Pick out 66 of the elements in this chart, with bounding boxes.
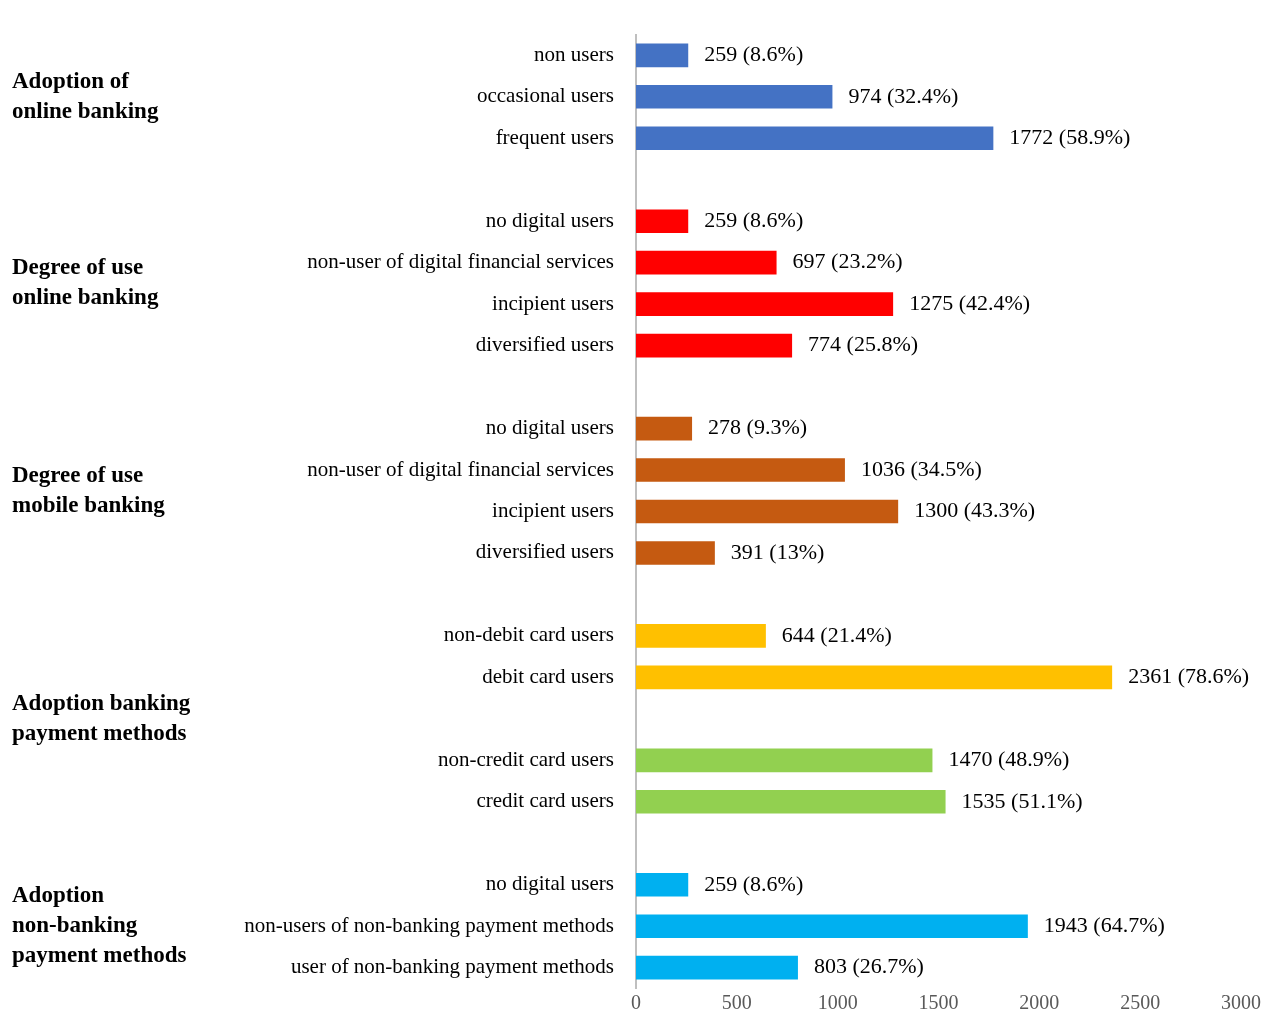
y-tick-label: occasional users (476, 83, 614, 108)
bar (636, 748, 933, 773)
data-label: 1943 (64.7%) (1043, 911, 1165, 937)
bar (636, 126, 994, 151)
bar (636, 914, 1028, 939)
bar (636, 292, 894, 316)
y-tick-label: non users (534, 41, 614, 66)
x-tick-label: 3000 (1221, 990, 1261, 1013)
data-label: 1535 (51.1%) (961, 787, 1083, 813)
data-label: 1470 (48.9%) (948, 746, 1070, 772)
data-label: 774 (25.8%) (808, 331, 919, 357)
y-tick-label: no digital users (485, 207, 614, 232)
y-tick-label: incipient users (492, 290, 614, 315)
bar (636, 541, 715, 565)
data-label: 1036 (34.5%) (860, 455, 982, 481)
bar (636, 789, 946, 814)
y-tick-label: diversified users (475, 539, 614, 564)
data-label: 1300 (43.3%) (914, 497, 1036, 523)
bar (636, 499, 899, 524)
x-tick-label: 0 (631, 990, 641, 1013)
y-tick-label: user of non-banking payment methods (290, 954, 614, 979)
data-label: 259 (8.6%) (704, 41, 804, 67)
y-tick-label: no digital users (485, 871, 614, 896)
bar (636, 624, 766, 648)
y-tick-label: credit card users (476, 788, 614, 813)
bar (636, 665, 1113, 690)
x-tick-label: 1000 (817, 990, 858, 1013)
bar (636, 416, 693, 441)
bar (636, 458, 845, 482)
y-tick-label: non-credit card users (437, 746, 614, 771)
text: Degree of use mobile banking (12, 461, 166, 517)
y-tick-label: non-user of digital financial services (307, 249, 614, 274)
bar (636, 333, 793, 358)
y-tick-label: no digital users (485, 415, 614, 440)
data-label: 644 (21.4%) (781, 621, 892, 647)
bar (636, 872, 689, 897)
x-tick-label: 2000 (1019, 990, 1060, 1013)
y-tick-label: diversified users (475, 332, 614, 357)
y-tick-label: debit card users (482, 663, 614, 688)
data-label: 391 (13%) (730, 538, 825, 564)
data-label: 1275 (42.4%) (909, 289, 1031, 315)
data-label: 259 (8.6%) (704, 870, 804, 896)
data-label: 259 (8.6%) (704, 206, 804, 232)
data-label: 974 (32.4%) (848, 82, 959, 108)
bar (636, 43, 689, 68)
bar (636, 209, 689, 234)
y-tick-label: frequent users (495, 124, 614, 149)
data-label: 2361 (78.6%) (1128, 663, 1250, 689)
text: Adoption of online banking (12, 67, 159, 123)
x-tick-label: 500 (721, 990, 752, 1013)
bar (636, 250, 777, 275)
data-label: 1772 (58.9%) (1009, 124, 1131, 150)
y-tick-label: non-users of non-banking payment methods (244, 912, 614, 937)
text: Degree of use online banking (12, 254, 159, 310)
text: Adoption non-banking payment methods (12, 882, 187, 968)
y-tick-label: non-debit card users (443, 622, 614, 647)
x-tick-label: 1500 (918, 990, 959, 1013)
y-tick-label: incipient users (492, 498, 614, 523)
data-label: 803 (26.7%) (813, 953, 924, 979)
bar (636, 955, 798, 980)
data-label: 697 (23.2%) (792, 248, 903, 274)
data-label: 278 (9.3%) (708, 414, 808, 440)
text: Adoption banking payment methods (12, 689, 191, 745)
x-tick-label: 2500 (1120, 990, 1161, 1013)
y-tick-label: non-user of digital financial services (307, 456, 614, 481)
bar (636, 84, 833, 109)
